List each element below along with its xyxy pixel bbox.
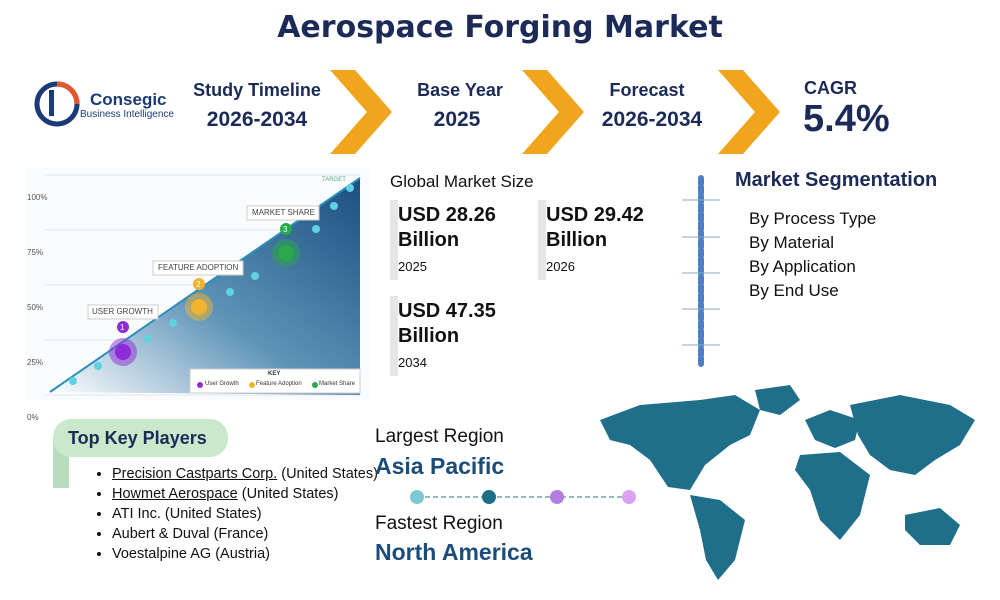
market-amount: USD 28.26 Billion	[398, 204, 496, 251]
player-name: Aubert & Duval	[112, 526, 210, 542]
market-year: 2025	[398, 259, 427, 274]
region-label: Largest Region	[375, 426, 504, 447]
stat-label: CAGR	[804, 78, 857, 98]
world-map	[600, 385, 975, 580]
market-size-title: Global Market Size	[390, 172, 534, 191]
player: Precision Castparts Corp. (United States…	[112, 464, 382, 484]
market-year: 2034	[398, 355, 427, 370]
region-value: North America	[375, 539, 533, 565]
milestone-label: USER GROWTH	[92, 307, 153, 316]
players-title: Top Key Players	[68, 428, 207, 448]
segment: By Application	[749, 257, 856, 276]
milestone-label: FEATURE ADOPTION	[158, 263, 239, 272]
player-name: Voestalpine AG	[112, 546, 212, 562]
stat-label: Forecast	[609, 80, 685, 100]
stat-label: Study Timeline	[193, 80, 321, 100]
key-item: Market Share	[319, 381, 356, 387]
segmentation-title: Market Segmentation	[735, 169, 938, 191]
stat-value: 2026-2034	[601, 108, 703, 131]
axis-label: 25%	[27, 358, 44, 367]
logo-name: Consegic	[90, 90, 167, 109]
player: Howmet Aerospace (United States)	[112, 484, 382, 504]
key-title: KEY	[268, 371, 281, 377]
player-location: (France)	[213, 526, 269, 542]
market-amount: USD 47.35 Billion	[398, 300, 496, 347]
chevrons	[330, 70, 780, 154]
milestone-number: 1	[120, 323, 125, 332]
stat-value: 2025	[433, 108, 481, 131]
milestone-number: 3	[283, 225, 288, 234]
key-item: User Growth	[205, 381, 239, 387]
region-label: Fastest Region	[375, 513, 503, 534]
axis-label: 0%	[27, 413, 39, 422]
milestone-number: 2	[196, 280, 201, 289]
player-name[interactable]: Precision Castparts Corp.	[112, 466, 278, 482]
key-item: Feature Adoption	[256, 381, 302, 387]
player-name: ATI Inc.	[112, 506, 161, 522]
stat-value: 2026-2034	[206, 108, 308, 131]
axis-label: 100%	[27, 193, 48, 202]
player: Aubert & Duval (France)	[112, 524, 382, 544]
market-amount: USD 29.42 Billion	[546, 204, 644, 251]
region-value: Asia Pacific	[375, 453, 505, 479]
axis-labels: 100% 75% 50% 25% 0%	[27, 170, 47, 445]
player-location: (Austria)	[215, 546, 270, 562]
segment: By Material	[749, 233, 835, 252]
player-name[interactable]: Howmet Aerospace	[112, 486, 238, 502]
axis-label: 75%	[27, 248, 44, 257]
milestone-label: MARKET SHARE	[252, 208, 315, 217]
player-location: (United States)	[281, 466, 378, 482]
stat-value: 5.4%	[803, 98, 890, 140]
player-location: (United States)	[241, 486, 339, 502]
market-year: 2026	[546, 259, 575, 274]
player: Voestalpine AG (Austria)	[112, 544, 382, 564]
player: ATI Inc. (United States)	[112, 504, 382, 524]
target-label: TARGET	[322, 177, 346, 183]
segment: By End Use	[749, 281, 839, 300]
title: Aerospace Forging Market	[277, 10, 723, 45]
stat-label: Base Year	[417, 80, 503, 100]
segment: By Process Type	[749, 209, 877, 228]
axis-label: 50%	[27, 303, 44, 312]
player-location: (United States)	[164, 506, 262, 522]
logo-tagline: Business Intelligence	[80, 109, 174, 120]
players-list: Precision Castparts Corp. (United States…	[92, 464, 382, 564]
